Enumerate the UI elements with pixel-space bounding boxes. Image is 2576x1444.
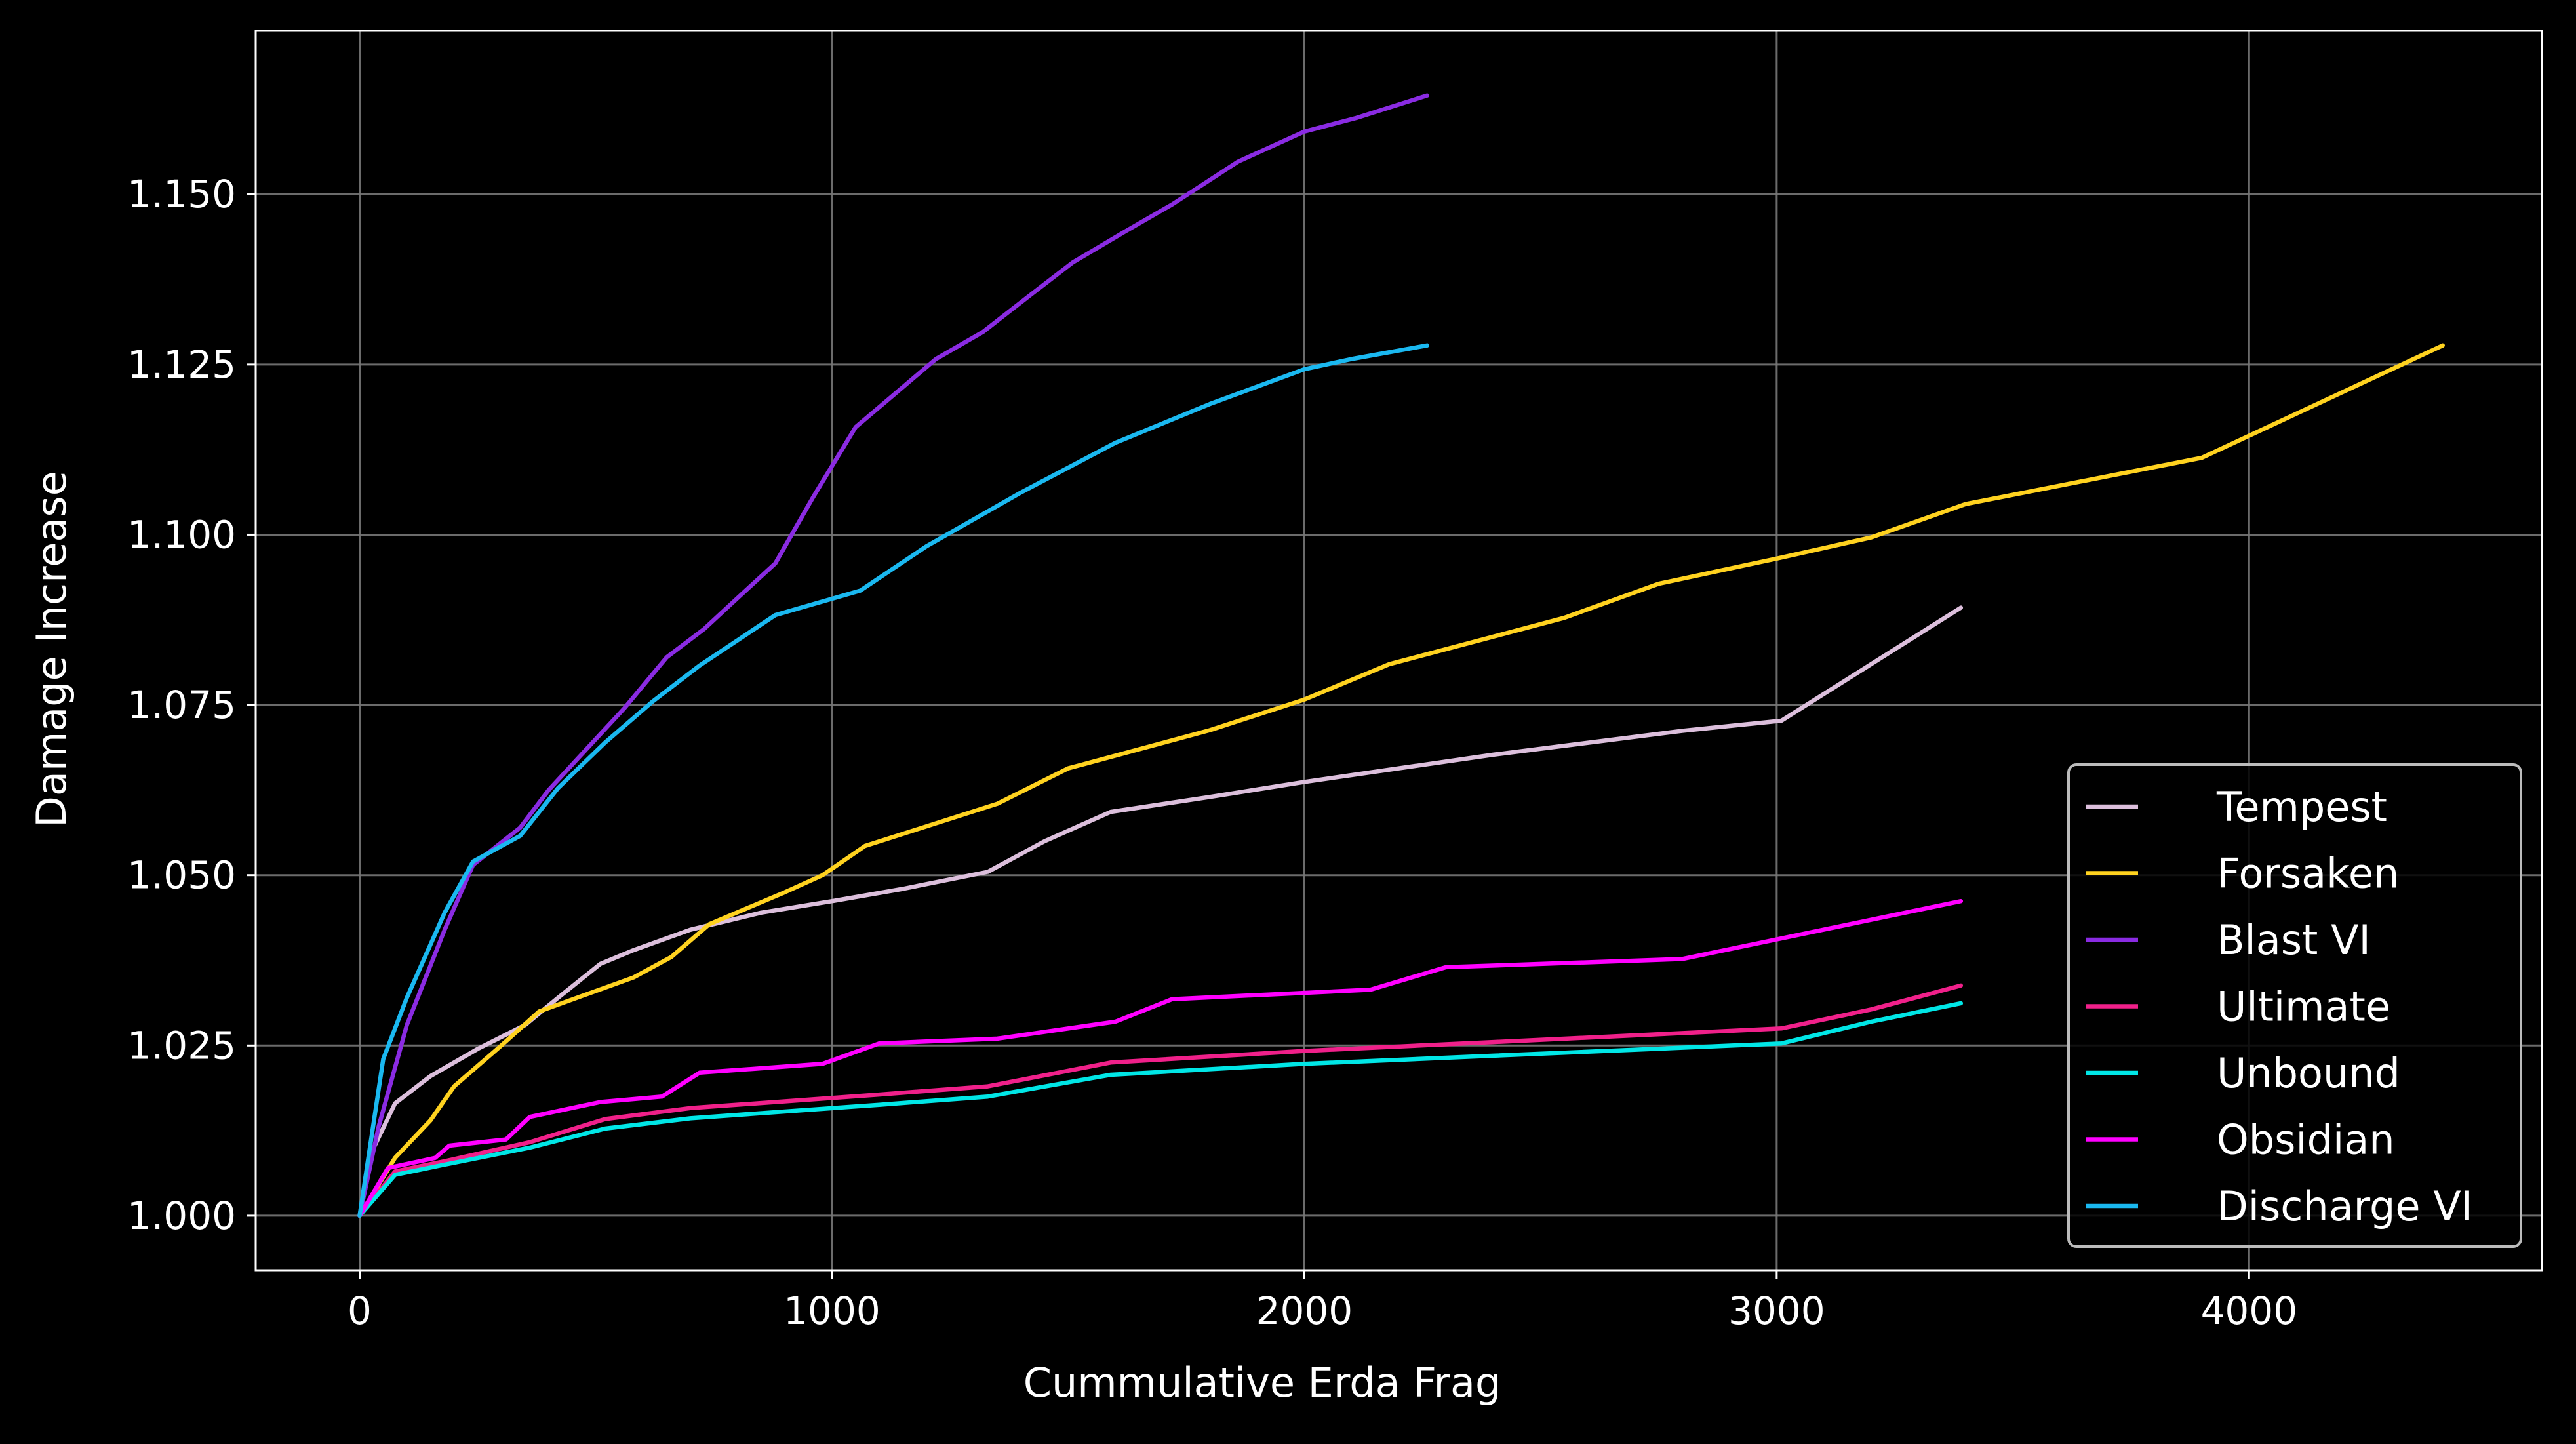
axes <box>254 30 2543 1272</box>
grid <box>256 31 2542 1270</box>
legend-label-tempest: Tempest <box>2216 783 2387 831</box>
x-tick-label-0: 0 <box>347 1289 372 1333</box>
series-line-discharge-vi <box>357 343 1429 1218</box>
series-lines <box>357 93 2445 1218</box>
series-line-blast-vi <box>357 93 1429 1218</box>
series-line-unbound <box>357 1001 1964 1218</box>
x-tick-label-4: 4000 <box>2201 1289 2298 1333</box>
x-tick-label-2: 2000 <box>1256 1289 1353 1333</box>
legend: Tempest Forsaken Blast VI Ultimate Unbound Ob… <box>2067 763 2522 1248</box>
y-tick-label-2: 1.050 <box>127 853 236 898</box>
series-line-ultimate <box>357 983 1964 1218</box>
y-tick-label-1: 1.025 <box>127 1023 236 1068</box>
y-tick-label-6: 1.150 <box>127 172 236 216</box>
legend-label-discharge-vi: Discharge VI <box>2217 1182 2473 1230</box>
x-tick-label-1: 1000 <box>783 1289 881 1333</box>
y-tick-label-5: 1.125 <box>127 342 236 387</box>
legend-label-blast-vi: Blast VI <box>2217 916 2371 964</box>
series-line-forsaken <box>357 343 2445 1218</box>
y-tick-label-0: 1.000 <box>127 1193 236 1238</box>
x-tick-label-3: 3000 <box>1728 1289 1825 1333</box>
legend-label-forsaken: Forsaken <box>2217 850 2399 898</box>
x-axis-label: Cummulative Erda Frag <box>1023 1359 1501 1407</box>
legend-label-obsidian: Obsidian <box>2217 1116 2395 1164</box>
ticks: 0 1000 2000 3000 4000 1.000 1.025 1.050 1.075 1.1… <box>127 172 2297 1333</box>
series-line-tempest <box>357 605 1964 1218</box>
legend-label-ultimate: Ultimate <box>2217 983 2390 1031</box>
legend-box <box>2067 763 2522 1248</box>
y-tick-label-3: 1.075 <box>127 683 236 727</box>
y-axis-label: Damage Increase <box>28 471 75 828</box>
plot-frame <box>254 30 2543 1272</box>
series-line-obsidian <box>357 898 1964 1218</box>
y-tick-label-4: 1.100 <box>127 512 236 557</box>
legend-label-unbound: Unbound <box>2217 1049 2400 1097</box>
